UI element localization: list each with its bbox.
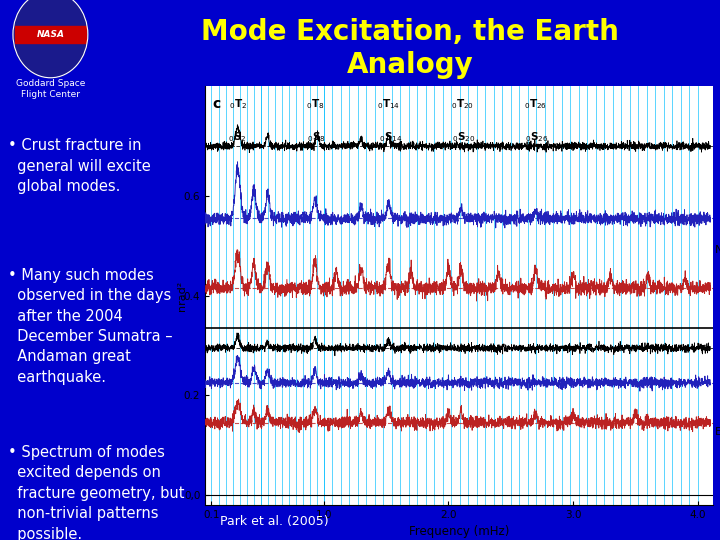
Text: $_0$S$_{2}$: $_0$S$_{2}$ [228,130,247,144]
Text: EW: EW [716,427,720,437]
Circle shape [13,0,88,78]
Text: c: c [213,97,221,111]
Text: $_0$S$_{8}$: $_0$S$_{8}$ [307,130,325,144]
Text: $_0$S$_{20}$: $_0$S$_{20}$ [451,130,475,144]
Text: Park et al. (2005): Park et al. (2005) [220,515,329,528]
Text: • Crust fracture in
  general will excite
  global modes.: • Crust fracture in general will excite … [8,138,151,194]
Text: • Many such modes
  observed in the days
  after the 2004
  December Sumatra –
 : • Many such modes observed in the days a… [8,268,173,385]
Text: $_0$T$_{2}$: $_0$T$_{2}$ [229,97,247,111]
Text: NS: NS [716,245,720,255]
Text: $_0$T$_{8}$: $_0$T$_{8}$ [306,97,324,111]
Text: • Spectrum of modes
  excited depends on
  fracture geometry, but
  non-trivial : • Spectrum of modes excited depends on f… [8,445,185,540]
Text: $_0$T$_{26}$: $_0$T$_{26}$ [524,97,547,111]
Text: $_0$S$_{14}$: $_0$S$_{14}$ [379,130,402,144]
X-axis label: Frequency (mHz): Frequency (mHz) [409,525,509,538]
Text: NASA: NASA [37,30,64,39]
Text: nrad²: nrad² [177,280,187,311]
Text: $_0$T$_{14}$: $_0$T$_{14}$ [377,97,400,111]
Text: Goddard Space
Flight Center: Goddard Space Flight Center [16,78,85,99]
Text: Mode Excitation, the Earth
Analogy: Mode Excitation, the Earth Analogy [202,18,619,79]
Text: $_0$T$_{20}$: $_0$T$_{20}$ [451,97,474,111]
Polygon shape [15,26,86,43]
Text: $_0$S$_{26}$: $_0$S$_{26}$ [526,130,549,144]
